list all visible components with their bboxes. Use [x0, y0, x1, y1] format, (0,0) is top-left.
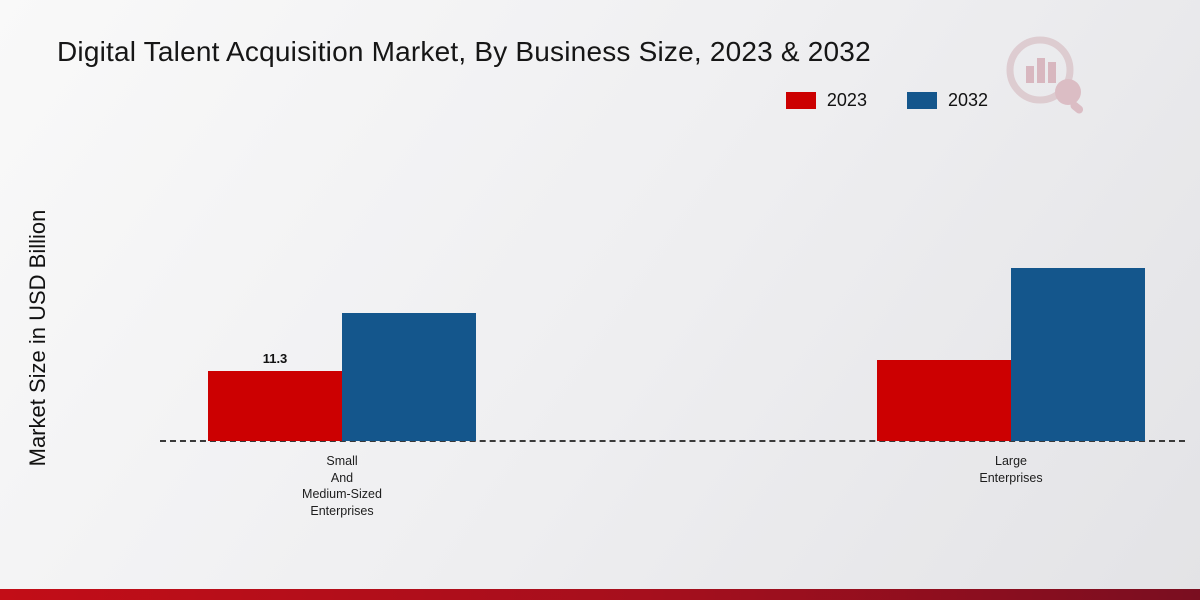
bar-2032-large	[1011, 268, 1145, 441]
legend-label-2032: 2032	[947, 90, 988, 110]
chart-title: Digital Talent Acquisition Market, By Bu…	[57, 36, 871, 67]
bar-2032-sme	[342, 313, 476, 441]
legend-swatch-2023	[785, 92, 816, 109]
legend: 2023 2032	[785, 90, 988, 111]
bar-2023-sme	[208, 371, 342, 441]
bottom-accent-bar	[0, 589, 1200, 600]
legend-item-2032: 2032	[906, 90, 988, 111]
category-label-sme: Small And Medium-Sized Enterprises	[302, 454, 382, 518]
category-label-large: Large Enterprises	[979, 454, 1043, 485]
bar-value-label-2023-sme: 11.3	[262, 351, 288, 366]
brand-logo-watermark	[1006, 36, 1084, 114]
legend-label-2023: 2023	[826, 90, 867, 110]
legend-swatch-2032	[906, 92, 937, 109]
x-axis-baseline	[160, 440, 1185, 442]
bar-2023-large	[877, 360, 1011, 441]
legend-item-2023: 2023	[785, 90, 867, 111]
